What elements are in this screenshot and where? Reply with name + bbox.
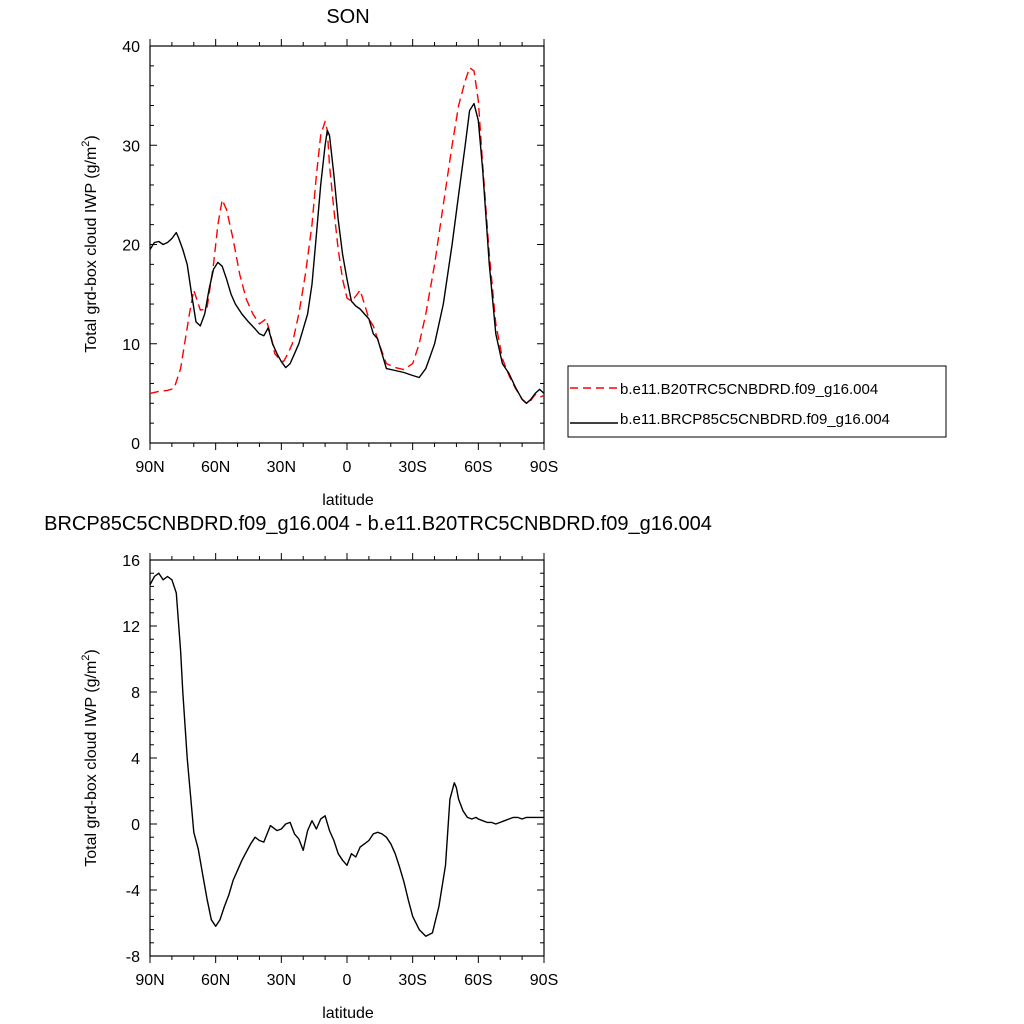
y-tick-label: 12: [122, 619, 140, 636]
x-tick-label: 60S: [464, 459, 492, 476]
x-tick-label: 0: [343, 459, 352, 476]
top-series-lines: [149, 67, 545, 404]
y-tick-label: 10: [122, 337, 140, 354]
y-tick-label: 0: [131, 817, 140, 834]
y-tick-label: 0: [131, 436, 140, 453]
y-tick-label: 40: [122, 39, 140, 56]
legend: b.e11.B20TRC5CNBDRD.f09_g16.004 b.e11.BR…: [567, 365, 947, 438]
bottom-series-line-1: [149, 572, 544, 937]
x-tick-label: 90S: [530, 459, 558, 476]
y-tick-label: -4: [126, 883, 140, 900]
bottom-y-axis-label: Total grd-box cloud IWP (g/m2): [80, 649, 100, 866]
bottom-x-axis-label: latitude: [322, 1005, 374, 1022]
y-tick-label: 16: [122, 553, 140, 570]
y-tick-label: 8: [131, 685, 140, 702]
x-tick-label: 30S: [398, 459, 426, 476]
bottom-axis-ticks: -8 -4 0 4 8 12 16 90N 60N 30N 0 30S 60S 90S: [122, 553, 558, 989]
x-tick-label: 30N: [267, 459, 296, 476]
x-tick-label: 0: [343, 972, 352, 989]
x-tick-label: 60N: [201, 459, 230, 476]
legend-box: [567, 365, 947, 438]
bottom-chart: BRCP85C5CNBDRD.f09_g16.004 - b.e11.B20TR…: [44, 513, 712, 1022]
y-tick-label: 4: [131, 751, 140, 768]
y-tick-label: 30: [122, 138, 140, 155]
x-tick-label: 60N: [201, 972, 230, 989]
x-tick-label: 60S: [464, 972, 492, 989]
x-tick-label: 90S: [530, 972, 558, 989]
legend-label-series-2: b.e11.BRCP85C5CNBDRD.f09_g16.004: [620, 411, 890, 428]
top-chart: SON 0 10 20 30 40 90N 60N 30N 0 30S 60S 90S latitud…: [80, 6, 947, 509]
y-tick-label: -8: [126, 949, 140, 966]
top-axis-ticks: 0 10 20 30 40 90N 60N 30N 0 30S 60S 90S: [122, 39, 558, 476]
top-chart-title: SON: [326, 6, 369, 28]
top-y-axis-label: Total grd-box cloud IWP (g/m2): [80, 135, 100, 352]
legend-label-series-1: b.e11.B20TRC5CNBDRD.f09_g16.004: [620, 381, 878, 398]
top-plot-frame: [149, 45, 545, 444]
x-tick-label: 90N: [135, 972, 164, 989]
y-tick-label: 20: [122, 238, 140, 255]
top-x-axis-label: latitude: [322, 492, 374, 509]
top-series-line-2: [149, 102, 545, 404]
bottom-chart-title: BRCP85C5CNBDRD.f09_g16.004 - b.e11.B20TR…: [44, 513, 712, 535]
x-tick-label: 30N: [267, 972, 296, 989]
bottom-series-lines: [149, 572, 544, 937]
bottom-plot-frame: [149, 559, 545, 957]
top-series-line-1: [149, 67, 545, 404]
x-tick-label: 90N: [135, 459, 164, 476]
x-tick-label: 30S: [398, 972, 426, 989]
